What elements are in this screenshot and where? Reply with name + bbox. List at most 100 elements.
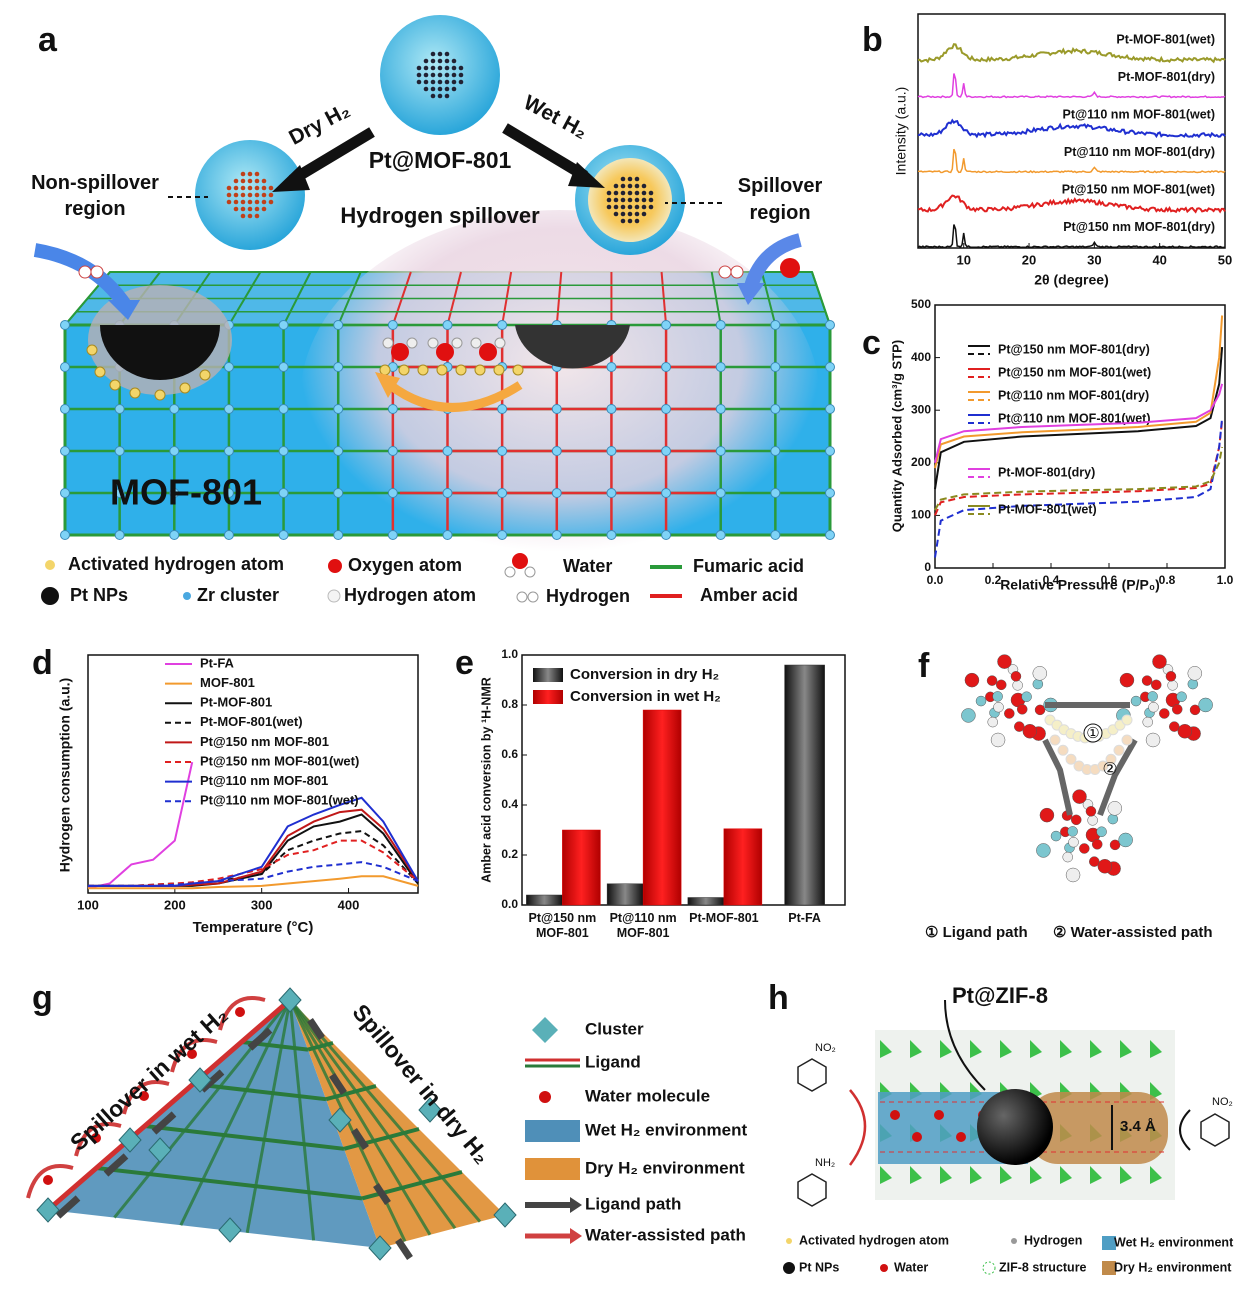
atom: [1072, 789, 1087, 804]
h-atom: [455, 364, 467, 376]
zr-cluster: [497, 320, 508, 330]
label: NO₂: [1212, 1096, 1233, 1108]
zr-cluster: [169, 488, 180, 498]
x-tick-label: 50: [1218, 252, 1232, 267]
pt-atom: [233, 199, 239, 205]
o-atom: [391, 343, 409, 361]
legend-label: Water: [894, 1260, 928, 1274]
panel-label: a: [38, 21, 58, 59]
wrapped-label: Pt-MOF-801: [689, 911, 759, 925]
bar: [642, 709, 682, 906]
bar: [723, 828, 763, 906]
h-atom: [154, 389, 166, 401]
reactant-arrow: [848, 1089, 867, 1166]
zr-cluster: [333, 446, 344, 456]
bar: [687, 897, 725, 906]
atom: [1187, 666, 1203, 681]
benzene: [797, 1058, 827, 1092]
legend-icon: [539, 1091, 551, 1103]
path-dot: [1121, 714, 1133, 726]
pt-atom: [430, 51, 436, 57]
zr-cluster: [551, 404, 562, 414]
plot-frame: [521, 654, 846, 906]
pt-atom: [634, 197, 640, 203]
pt-atom: [261, 199, 267, 205]
legend-label: Oxygen atom: [348, 555, 462, 575]
pt-atom: [613, 190, 619, 196]
zr-cluster: [60, 446, 70, 456]
zr-cluster: [825, 446, 835, 456]
h2: [78, 265, 92, 279]
zr-cluster: [661, 404, 672, 414]
y-tick-label: 300: [911, 402, 931, 416]
zr-cluster: [223, 530, 234, 540]
zr-cluster: [770, 320, 781, 330]
zif-node: [1120, 1040, 1132, 1058]
zif-node: [970, 1166, 982, 1184]
dry-channel: [1028, 1092, 1168, 1164]
legend-label: Pt-FA: [200, 655, 235, 670]
pt-atom: [254, 192, 260, 198]
label: Pt@MOF-801: [369, 147, 512, 173]
text-box: Pt-FA: [788, 911, 821, 925]
label: NH₂: [815, 1157, 835, 1169]
label: ①: [1086, 725, 1099, 742]
pt-atom: [444, 79, 450, 85]
atom: [1147, 691, 1158, 702]
pt-atom: [240, 213, 246, 219]
atom: [992, 691, 1003, 702]
y-tick-label: 0.6: [501, 747, 518, 761]
pt-atom: [458, 65, 464, 71]
xrd-trace: [917, 224, 1226, 249]
water: [187, 1049, 197, 1059]
zif-node: [910, 1166, 922, 1184]
zr-cluster: [770, 362, 781, 372]
legend-icon: [516, 591, 528, 603]
pt-atom: [416, 72, 422, 78]
zif-node: [1150, 1082, 1162, 1100]
wrapped-label: Pt@110 nm MOF-801: [609, 911, 677, 940]
pt-atom: [430, 86, 436, 92]
ligand: [343, 1127, 420, 1151]
legend-icon: [532, 1017, 558, 1043]
zr-cluster: [661, 362, 672, 372]
pt-atom: [437, 79, 443, 85]
arrow: [502, 123, 588, 181]
pt-atom: [458, 79, 464, 85]
zr-cluster: [333, 488, 344, 498]
ligand-path-arrow: [351, 1128, 369, 1150]
h-atom: [406, 337, 418, 349]
pt-atom: [641, 190, 647, 196]
y-tick-label: 0.0: [501, 897, 518, 911]
xrd-trace: [917, 194, 1226, 214]
zif-node: [1120, 1166, 1132, 1184]
legend-label: Pt-MOF-801: [200, 695, 272, 710]
atom: [1107, 801, 1123, 816]
atom: [1085, 806, 1097, 817]
h2: [730, 265, 744, 279]
zr-cluster: [333, 404, 344, 414]
pt-atom: [444, 86, 450, 92]
pt-atom: [437, 65, 443, 71]
o-atom: [436, 343, 454, 361]
zr-cluster: [770, 530, 781, 540]
atom: [1016, 704, 1028, 715]
atom: [1079, 843, 1090, 854]
zr-cluster: [169, 404, 180, 414]
pt-atom: [641, 197, 647, 203]
panel-label: c: [862, 324, 881, 362]
pt-atom: [423, 65, 429, 71]
pt-atom: [254, 213, 260, 219]
zr-cluster: [223, 404, 234, 414]
zif-node: [1090, 1166, 1102, 1184]
atom: [1014, 721, 1025, 732]
pt-atom: [268, 199, 274, 205]
pt-atom: [254, 185, 260, 191]
zr-cluster: [442, 320, 453, 330]
flow-arrow: [387, 381, 523, 412]
pt-atom: [254, 171, 260, 177]
label: NO₂: [815, 1042, 836, 1054]
zr-cluster: [770, 404, 781, 414]
pt-atom: [437, 86, 443, 92]
pt-atom: [620, 190, 626, 196]
